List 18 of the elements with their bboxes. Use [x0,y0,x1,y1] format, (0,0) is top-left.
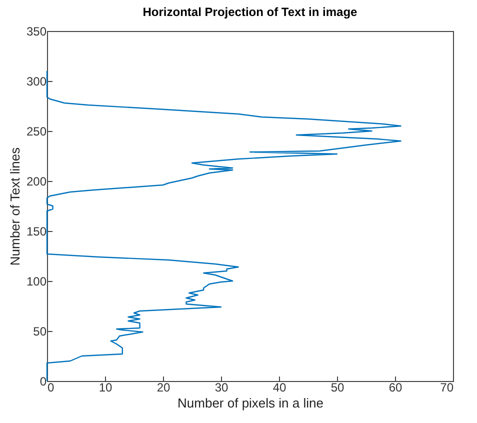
y-tick-label: 350 [26,24,47,38]
y-tick-label: 200 [26,174,47,188]
line-series [46,70,402,382]
x-tick-label: 60 [388,380,402,394]
chart-title: Horizontal Projection of Text in image [142,5,358,19]
y-tick-label: 300 [26,74,47,88]
x-tick-label: 50 [330,380,344,394]
x-tick-label: 10 [98,380,112,394]
x-tick-label: 30 [214,380,228,394]
y-tick-label: 150 [26,224,47,238]
y-tick-label: 50 [33,324,47,338]
y-axis-title: Number of Text lines [7,146,22,266]
x-tick-label: 40 [272,380,286,394]
y-tick-label: 250 [26,124,47,138]
y-tick-label: 100 [26,274,47,288]
x-tick-label: 20 [156,380,170,394]
x-tick-label: 70 [440,380,454,394]
x-axis-title: Number of pixels in a line [178,396,324,410]
